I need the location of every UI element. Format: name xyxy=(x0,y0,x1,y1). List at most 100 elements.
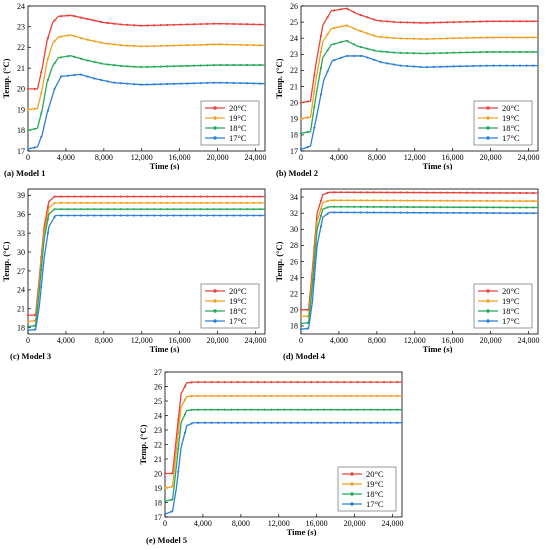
legend-swatch-marker xyxy=(213,319,217,323)
series-0-marker xyxy=(472,20,475,23)
series-0-marker xyxy=(479,191,482,194)
series-1-marker xyxy=(172,201,176,204)
series-1-marker xyxy=(245,201,249,204)
series-1-marker xyxy=(53,40,56,43)
series-2-marker xyxy=(99,62,103,65)
series-0-marker xyxy=(186,195,189,198)
series-3-marker xyxy=(372,58,376,61)
series-3-marker xyxy=(33,146,36,149)
series-1-marker xyxy=(126,201,129,204)
series-2-marker xyxy=(219,208,222,211)
series-3-marker xyxy=(126,214,129,217)
chart-model-5: 0 4,000 8,000 12,000 16,000 20,000 24,000 17 18 1… xyxy=(138,368,404,536)
series-2-marker xyxy=(245,208,249,211)
series-1-marker xyxy=(239,43,242,46)
legend-swatch-marker xyxy=(486,319,490,323)
series-3-marker xyxy=(309,421,313,424)
series-3-marker xyxy=(532,64,535,67)
series-0-marker xyxy=(203,381,206,384)
x-tick-label: 0 xyxy=(299,153,303,162)
series-2-marker xyxy=(465,206,468,209)
series-1-marker xyxy=(159,44,162,47)
y-tick-label: 22 xyxy=(290,66,298,75)
series-2-marker xyxy=(459,206,462,209)
x-tick-label: 4,000 xyxy=(57,153,75,162)
x-tick-label: 16,000 xyxy=(442,336,464,345)
y-tick-label: 26 xyxy=(154,382,162,391)
series-1-marker xyxy=(236,394,240,398)
series-3-marker xyxy=(79,73,83,76)
series-1-marker xyxy=(512,199,515,203)
series-1-marker xyxy=(445,37,449,40)
series-1-marker xyxy=(465,199,468,202)
series-2-marker xyxy=(343,408,346,411)
series-2-marker xyxy=(93,208,96,211)
series-0-marker xyxy=(366,16,369,19)
series-3-marker xyxy=(296,421,299,424)
series-0-marker xyxy=(183,385,187,388)
series-1-marker xyxy=(113,43,116,46)
series-3-marker xyxy=(252,82,255,85)
series-1-marker xyxy=(386,199,389,202)
caption-model-5: (e) Model 5 xyxy=(146,535,188,545)
series-1-marker xyxy=(333,26,336,30)
series-1-marker xyxy=(498,199,502,203)
series-3-marker xyxy=(53,87,56,90)
x-tick-label: 4,000 xyxy=(330,336,348,345)
series-0-marker xyxy=(46,37,50,40)
series-0-marker xyxy=(439,21,442,24)
series-1-marker xyxy=(299,117,303,120)
series-2-marker xyxy=(177,447,180,450)
series-3-marker xyxy=(283,421,286,424)
series-3-marker xyxy=(232,214,235,217)
series-2-marker xyxy=(179,208,182,211)
y-tick-label: 39 xyxy=(17,191,25,200)
series-0-marker xyxy=(505,20,508,23)
series-3-marker xyxy=(197,421,200,424)
series-1-marker xyxy=(339,199,342,202)
series-3-marker xyxy=(177,470,180,473)
series-2-marker xyxy=(518,206,522,209)
legend-swatch-marker xyxy=(213,106,217,110)
y-tick-label: 18 xyxy=(154,498,162,507)
series-1-marker xyxy=(389,394,392,398)
series-0-marker xyxy=(252,23,255,26)
x-tick-label: 16,000 xyxy=(306,519,328,528)
series-2-marker xyxy=(73,208,76,211)
legend-label: 17°C xyxy=(366,499,384,509)
legend-label: 18°C xyxy=(229,123,247,133)
series-2-marker xyxy=(186,64,189,67)
series-0-marker xyxy=(512,20,515,23)
series-3-marker xyxy=(270,421,273,424)
y-axis-label: Temp. (°C) xyxy=(1,241,11,281)
series-0-marker xyxy=(406,191,409,194)
series-2-marker xyxy=(379,50,382,53)
series-0-marker xyxy=(485,191,488,194)
series-2-marker xyxy=(259,208,262,211)
series-3-marker xyxy=(190,422,193,425)
series-0-marker xyxy=(366,191,369,194)
series-0-marker xyxy=(223,381,226,384)
series-0-marker xyxy=(259,23,262,26)
series-1-marker xyxy=(336,394,339,398)
series-2-marker xyxy=(86,208,89,211)
series-0-marker xyxy=(352,191,356,194)
series-2-marker xyxy=(406,205,409,209)
y-tick-label: 24 xyxy=(290,273,298,282)
series-3-marker xyxy=(479,211,482,215)
series-2-marker xyxy=(206,208,209,211)
series-0-marker xyxy=(452,191,455,194)
series-2-marker xyxy=(239,63,242,67)
series-0-marker xyxy=(60,195,63,198)
series-1-marker xyxy=(399,37,402,40)
series-3-marker xyxy=(372,211,376,214)
series-2-marker xyxy=(425,205,429,209)
series-1-marker xyxy=(512,36,515,39)
series-3-marker xyxy=(525,212,528,215)
series-2-marker xyxy=(319,214,323,217)
legend-label: 20°C xyxy=(502,286,520,296)
series-0-marker xyxy=(206,195,209,198)
series-3-marker xyxy=(219,214,222,217)
series-2-marker xyxy=(445,51,449,54)
series-1-marker xyxy=(276,394,279,398)
